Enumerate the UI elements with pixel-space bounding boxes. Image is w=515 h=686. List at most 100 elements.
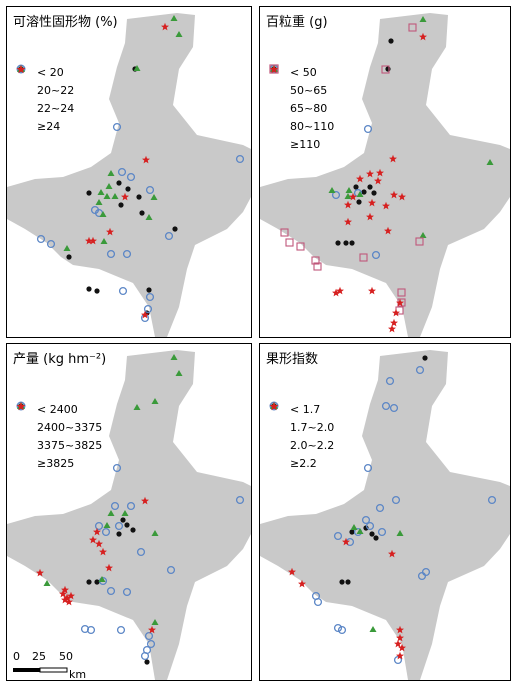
point-star	[121, 192, 129, 201]
point-square	[285, 238, 294, 247]
point-triangle	[98, 576, 106, 582]
point-star	[396, 625, 404, 634]
point-square	[359, 253, 368, 262]
point-triangle	[63, 245, 71, 251]
point-star	[376, 168, 384, 177]
point-circle	[363, 124, 373, 134]
point-circle	[313, 597, 323, 607]
point-circle	[122, 249, 132, 259]
point-star	[141, 310, 149, 319]
point-circle	[417, 571, 427, 581]
point-star	[89, 236, 97, 245]
stars-shape-index	[288, 537, 406, 660]
legend-label: ≥3825	[37, 456, 75, 470]
legend-item: 22~24	[15, 65, 74, 117]
point-square	[280, 228, 289, 237]
point-dot	[86, 579, 92, 585]
point-star	[61, 585, 69, 594]
point-triangle	[345, 187, 353, 193]
point-circle	[381, 401, 391, 411]
point-circle	[112, 463, 122, 473]
legend-item: < 2400	[15, 400, 102, 418]
point-circle	[385, 376, 395, 386]
star-icon	[269, 64, 279, 74]
point-triangle	[328, 187, 336, 193]
point-circle	[331, 190, 341, 200]
point-triangle	[356, 191, 364, 197]
point-triangle	[43, 580, 51, 586]
point-circle	[106, 586, 116, 596]
point-circle	[94, 521, 104, 531]
point-circle	[144, 631, 154, 641]
point-star	[368, 198, 376, 207]
scale-unit: km	[69, 668, 87, 681]
point-triangle	[170, 15, 178, 21]
legend-item: ≥24	[15, 64, 74, 135]
point-circle	[391, 495, 401, 505]
point-star	[142, 155, 150, 164]
point-circle	[365, 521, 375, 531]
point-triangle	[107, 170, 115, 176]
land-shape	[260, 350, 510, 680]
point-dot	[349, 529, 355, 535]
point-square	[311, 256, 320, 265]
point-circle	[46, 239, 56, 249]
legend-label: 65~80	[290, 101, 328, 115]
legend-label: 2400~3375	[37, 420, 103, 434]
point-star	[67, 591, 75, 600]
point-star	[366, 169, 374, 178]
point-triangle	[396, 530, 404, 536]
point-triangle	[99, 211, 107, 217]
legend-item: 1.7~2.0	[268, 401, 334, 436]
point-dot	[144, 659, 150, 665]
point-circle	[110, 501, 120, 511]
point-star	[388, 324, 396, 333]
point-star	[390, 318, 398, 327]
point-triangle	[103, 193, 111, 199]
point-circle	[337, 625, 347, 635]
point-star	[349, 192, 357, 201]
stars-yield	[36, 496, 156, 634]
point-circle	[101, 527, 111, 537]
point-circle	[86, 625, 96, 635]
point-circle	[235, 154, 245, 164]
legend-item: ≥2.2	[268, 401, 334, 472]
star-icon	[16, 64, 26, 74]
point-square	[381, 65, 390, 74]
point-triangle	[100, 238, 108, 244]
point-star	[332, 288, 340, 297]
point-star	[366, 212, 374, 221]
legend: < 2400 2400~3375 3375~3825 ≥3825	[15, 400, 102, 472]
panel-title: 产量 (kg hm⁻²)	[13, 352, 107, 367]
legend-item: 2400~3375	[15, 401, 103, 436]
scale-tick-50: 50	[59, 650, 73, 663]
point-circle	[415, 365, 425, 375]
legend-label: ≥2.2	[290, 456, 317, 470]
point-star	[394, 639, 402, 648]
point-circle	[235, 495, 245, 505]
point-circle	[116, 625, 126, 635]
point-triangle	[344, 193, 352, 199]
point-triangle	[145, 214, 153, 220]
legend-item: 3375~3825	[15, 402, 103, 454]
point-star	[398, 643, 406, 652]
legend: < 50 50~65 65~80 80~110 ≥110	[268, 63, 334, 153]
panel-title: 百粒重 (g)	[266, 15, 328, 30]
point-circle	[80, 624, 90, 634]
region-map	[260, 350, 510, 680]
point-triangle	[107, 510, 115, 516]
legend-label: 20~22	[37, 83, 75, 97]
point-circle	[389, 403, 399, 413]
point-circle	[118, 286, 128, 296]
point-dot	[343, 240, 349, 246]
legend-item: 65~80	[268, 65, 334, 117]
point-star	[106, 227, 114, 236]
point-dot	[116, 180, 122, 186]
legend-item: 20~22	[15, 64, 75, 99]
point-star	[63, 593, 71, 602]
point-dot	[353, 184, 359, 190]
point-triangle	[175, 31, 183, 37]
point-circle	[371, 250, 381, 260]
legend-label: 3375~3825	[37, 438, 103, 452]
point-square	[415, 237, 424, 246]
